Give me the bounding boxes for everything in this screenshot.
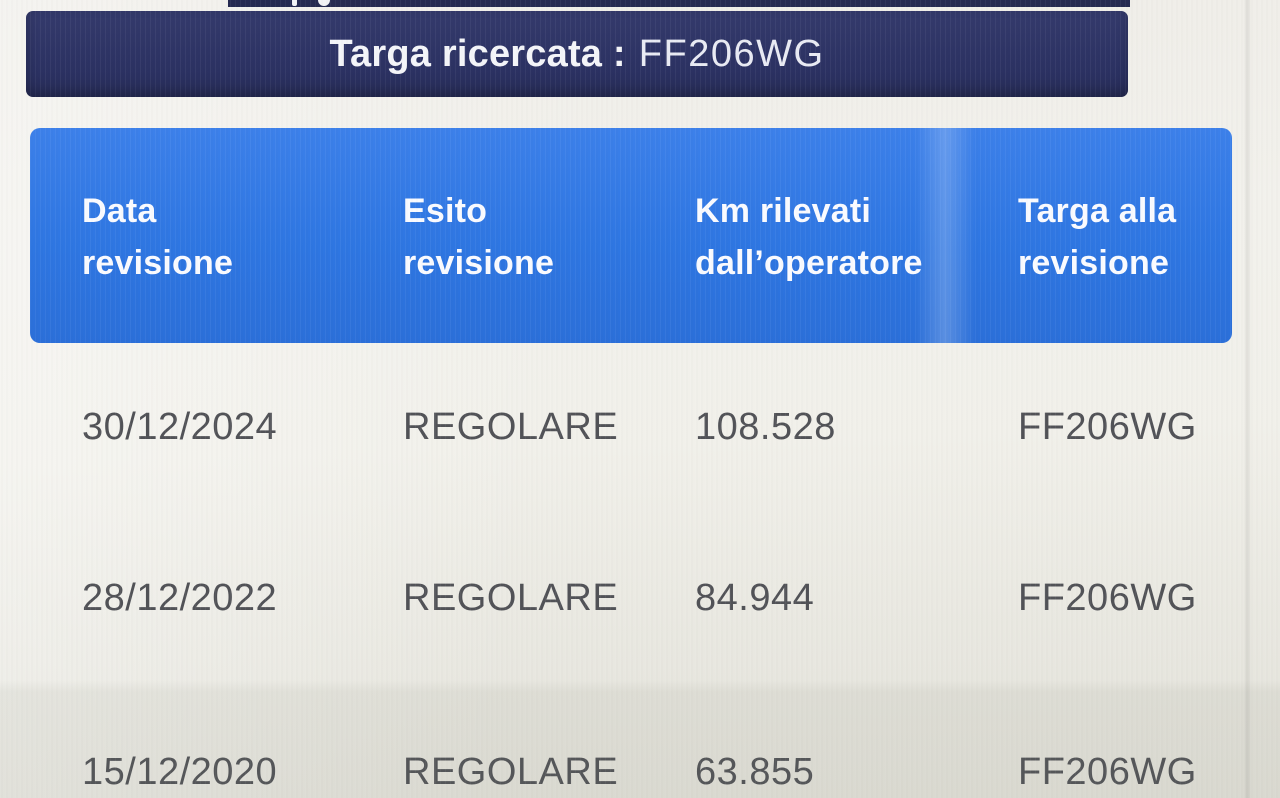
cell-km-rilevati: 108.528: [695, 406, 836, 448]
cell-data-revisione: 15/12/2020: [82, 751, 278, 793]
cropped-text-fragment: [318, 0, 330, 6]
cell-targa: FF206WG: [1018, 406, 1197, 448]
column-header-targa-alla-revisione: Targa alla revisione: [1018, 185, 1232, 343]
column-header-label: Data revisione: [82, 192, 234, 282]
column-header-km-rilevati: Km rilevati dall’operatore: [695, 185, 1018, 343]
cell-esito-revisione: REGOLARE: [403, 751, 619, 793]
column-header-label: Targa alla revisione: [1018, 192, 1177, 282]
cell-targa: FF206WG: [1018, 751, 1197, 793]
column-header-label: Esito revisione: [403, 192, 555, 282]
column-header-esito-revisione: Esito revisione: [403, 185, 695, 343]
table-row: 30/12/2024 REGOLARE 108.528 FF206WG: [30, 404, 1232, 450]
cell-data-revisione: 28/12/2022: [82, 577, 278, 619]
cell-esito-revisione: REGOLARE: [403, 577, 619, 619]
cell-targa: FF206WG: [1018, 577, 1197, 619]
searched-plate-value: FF206WG: [638, 32, 825, 75]
table-row: 28/12/2022 REGOLARE 84.944 FF206WG: [30, 575, 1232, 621]
searched-plate-label: Targa ricercata :: [329, 32, 626, 75]
cell-km-rilevati: 84.944: [695, 577, 815, 619]
table-row: 15/12/2020 REGOLARE 63.855 FF206WG: [30, 749, 1232, 795]
column-header-data-revisione: Data revisione: [82, 185, 403, 343]
cell-data-revisione: 30/12/2024: [82, 406, 278, 448]
cell-km-rilevati: 63.855: [695, 751, 815, 793]
column-header-label: Km rilevati dall’operatore: [695, 192, 923, 282]
cropped-previous-section-strip: [228, 0, 1130, 7]
revisions-table-header: Data revisione Esito revisione Km rileva…: [30, 128, 1232, 343]
searched-plate-banner: Targa ricercata : FF206WG: [26, 11, 1128, 97]
cell-esito-revisione: REGOLARE: [403, 406, 619, 448]
cropped-text-fragment: [292, 0, 297, 6]
